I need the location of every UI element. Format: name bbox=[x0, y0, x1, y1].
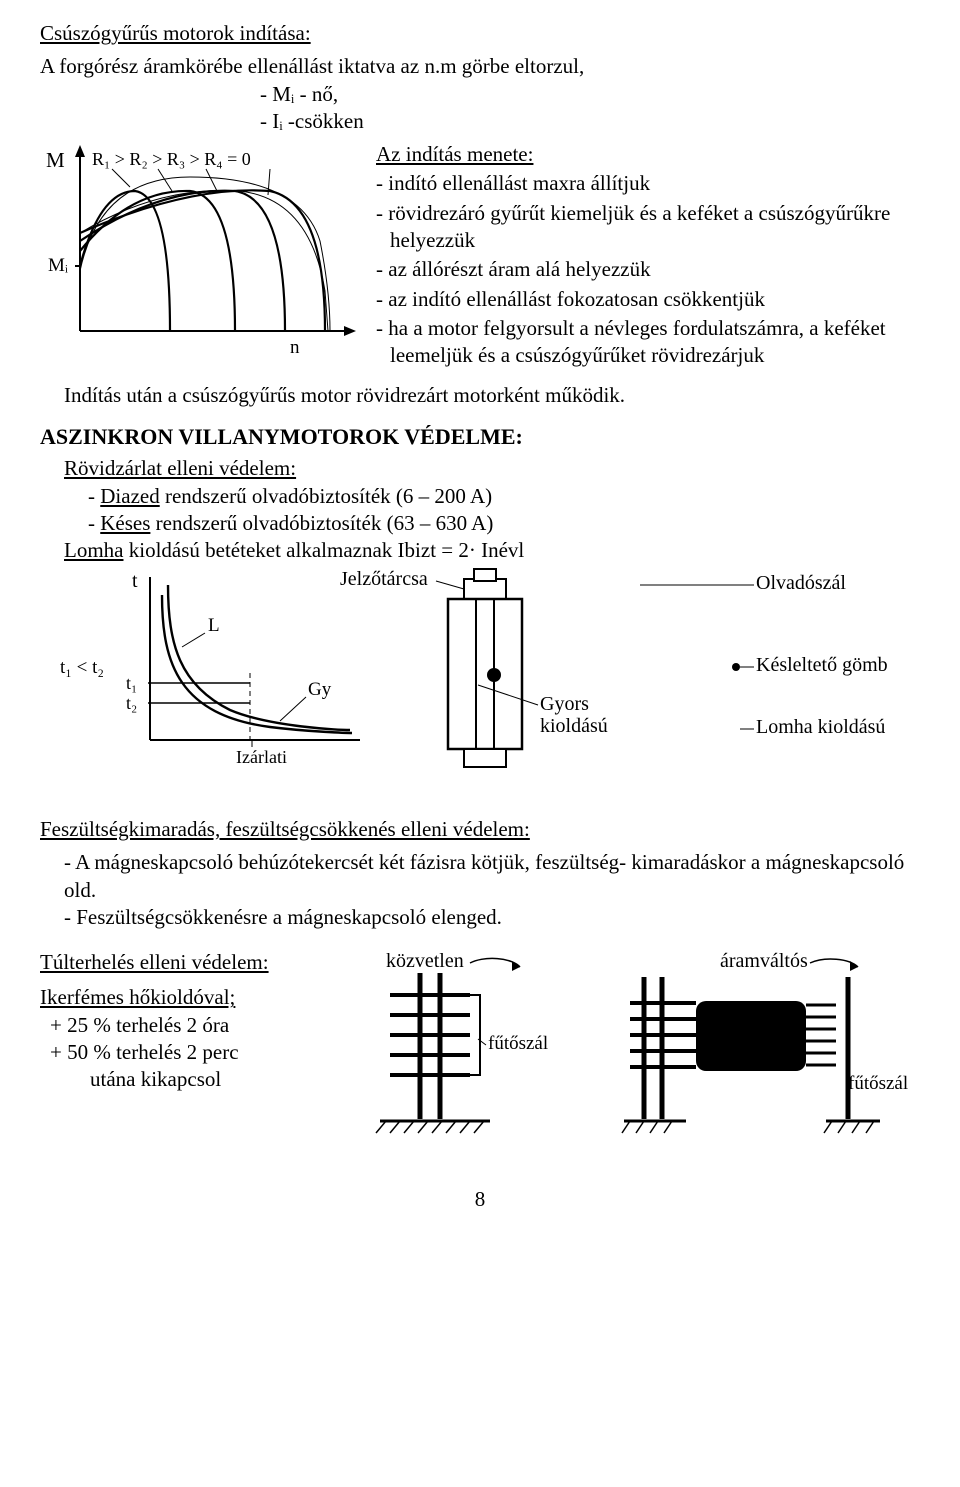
keslelteto-label: Késleltető gömb bbox=[756, 654, 888, 676]
kozvetlen-label: közvetlen bbox=[386, 950, 464, 972]
fuse-diagram: t t₁ < t₂ t₁ t₂ L Gy Izárlati Jelzőtárcs… bbox=[40, 565, 920, 812]
vedelme-title: ASZINKRON VILLANYMOTOROK VÉDELME: bbox=[40, 423, 920, 452]
tul-sub: Ikerfémes hőkioldóval; bbox=[40, 984, 320, 1011]
torque-curves-figure: Mᵢ M n R₁ > R₂ > R₃ > R₄ = 0 bbox=[40, 141, 370, 368]
jelzo-label: Jelzőtárcsa bbox=[340, 568, 428, 590]
lomha-label: Lomha kioldású bbox=[756, 716, 885, 738]
kozvetlen-figure: közvetlen bbox=[320, 949, 600, 1156]
line-distort: A forgórész áramkörébe ellenállást iktat… bbox=[40, 53, 920, 80]
chart-legend: R₁ > R₂ > R₃ > R₄ = 0 bbox=[92, 149, 251, 169]
rovidzarlat-title: Rövidzárlat elleni védelem: bbox=[64, 455, 920, 482]
diazed-line: - Diazed rendszerű olvadóbiztosíték (6 –… bbox=[88, 483, 920, 510]
inditas-after: Indítás után a csúszógyűrűs motor rövidr… bbox=[64, 382, 920, 409]
izarlati-label: Izárlati bbox=[236, 747, 287, 767]
tul-l3: utána kikapcsol bbox=[90, 1066, 320, 1093]
gyors-label: Gyors kioldású bbox=[540, 693, 608, 737]
label-mi: Mᵢ bbox=[48, 255, 68, 276]
tul-title: Túlterhelés elleni védelem: bbox=[40, 949, 320, 976]
lomha-rest: kioldású betéteket alkalmaznak Ibizt = 2… bbox=[123, 538, 524, 562]
aramvaltos-label: áramváltós bbox=[720, 950, 808, 972]
t-label: t bbox=[132, 570, 138, 592]
label-m: M bbox=[46, 148, 65, 172]
bullet-mi: - Mᵢ - nő, bbox=[260, 81, 920, 108]
page-number: 8 bbox=[40, 1186, 920, 1213]
keses-line: - Késes rendszerű olvadóbiztosíték (63 –… bbox=[88, 510, 920, 537]
tul-l2: + 50 % terhelés 2 perc bbox=[50, 1039, 320, 1066]
diazed-rest: rendszerű olvadóbiztosíték (6 – 200 A) bbox=[160, 484, 492, 508]
futoszal-label-1: fűtőszál bbox=[488, 1033, 548, 1054]
inditas-item: - rövidrezáró gyűrűt kiemeljük és a kefé… bbox=[376, 200, 920, 255]
inditas-title: Az indítás menete: bbox=[376, 141, 920, 168]
futoszal-label-2: fűtőszál bbox=[848, 1073, 908, 1094]
label-n: n bbox=[290, 337, 300, 358]
t1t2-label: t₁ < t₂ bbox=[60, 657, 104, 678]
inditas-item: - az indító ellenállást fokozatosan csök… bbox=[376, 286, 920, 313]
fuse-body-icon bbox=[448, 569, 522, 767]
dash: - bbox=[88, 484, 100, 508]
fesz-l2: - Feszültségcsökkenésre a mágneskapcsoló… bbox=[64, 904, 920, 931]
keses-u: Késes bbox=[100, 511, 150, 535]
section-slipring-start: Csúszógyűrűs motorok indítása: A forgóré… bbox=[40, 20, 920, 135]
olvadoszal-label: Olvadószál bbox=[756, 572, 846, 594]
inditas-list: - indító ellenállást maxra állítjuk - rö… bbox=[376, 170, 920, 369]
aramvaltos-figure: áramváltós bbox=[600, 949, 920, 1156]
keses-rest: rendszerű olvadóbiztosíték (63 – 630 A) bbox=[150, 511, 493, 535]
fesz-title: Feszültségkimaradás, feszültségcsökkenés… bbox=[40, 816, 920, 843]
lomha-line: Lomha kioldású betéteket alkalmaznak Ibi… bbox=[64, 537, 920, 564]
diazed-u: Diazed bbox=[100, 484, 159, 508]
tulterheles-text: Túlterhelés elleni védelem: Ikerfémes hő… bbox=[40, 949, 320, 1093]
inditas-item: - indító ellenállást maxra állítjuk bbox=[376, 170, 920, 197]
dash: - bbox=[88, 511, 100, 535]
t2-label: t₂ bbox=[126, 693, 137, 713]
heading-slipring: Csúszógyűrűs motorok indítása: bbox=[40, 20, 920, 47]
l-label: L bbox=[208, 615, 220, 636]
lomha-u: Lomha bbox=[64, 538, 123, 562]
inditas-item: - ha a motor felgyorsult a névleges ford… bbox=[376, 315, 920, 370]
inditas-item: - az állórészt áram alá helyezzük bbox=[376, 256, 920, 283]
fesz-l1: - A mágneskapcsoló behúzótekercsét két f… bbox=[64, 849, 920, 904]
gy-label: Gy bbox=[308, 679, 332, 700]
t1-label: t₁ bbox=[126, 673, 137, 693]
tul-l1: + 25 % terhelés 2 óra bbox=[50, 1012, 320, 1039]
bullet-ii: - Iᵢ -csökken bbox=[260, 108, 920, 135]
